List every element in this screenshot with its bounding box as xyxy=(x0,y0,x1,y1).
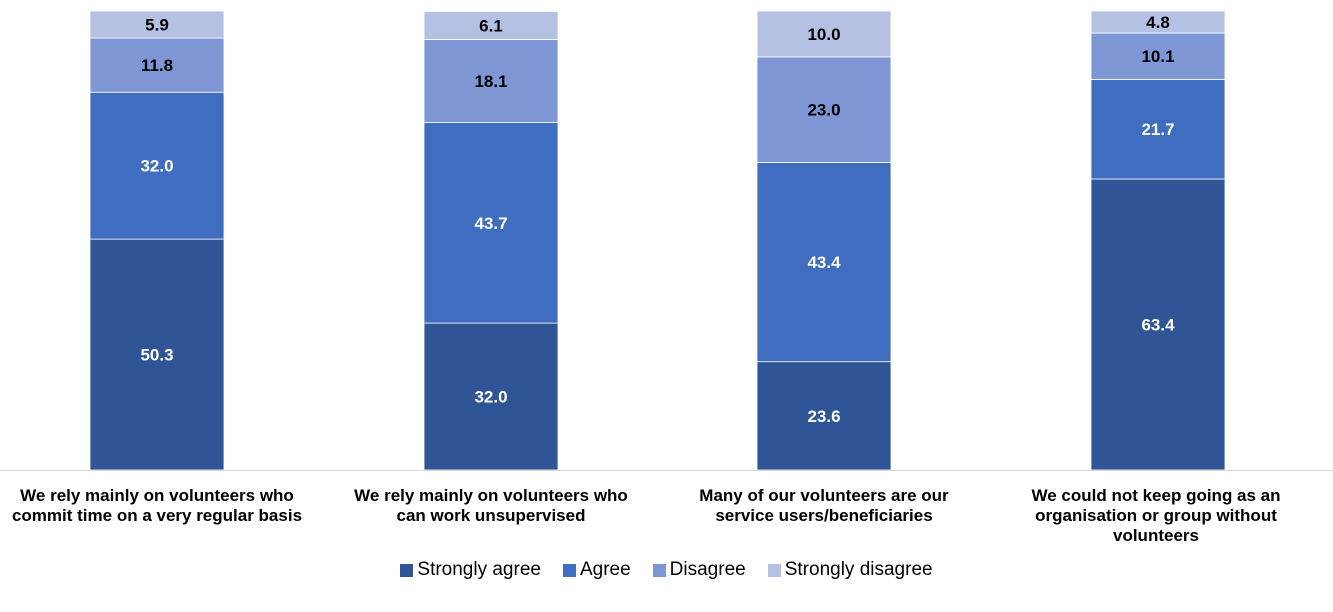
bar-segment-1-strongly-disagree xyxy=(89,10,225,39)
bar-segment-3-strongly-disagree xyxy=(756,10,892,58)
data-label-4-strongly-agree: 63.4 xyxy=(1141,315,1175,334)
legend-item-strongly-disagree: Strongly disagree xyxy=(767,559,933,581)
bar-segment-4-strongly-disagree xyxy=(1090,10,1226,34)
legend: Strongly agree Agree Disagree Strongly d… xyxy=(0,559,1333,581)
data-label-1-strongly-disagree: 5.9 xyxy=(145,16,169,35)
data-label-1-disagree: 11.8 xyxy=(141,56,173,75)
legend-label-strongly-agree: Strongly agree xyxy=(417,559,541,580)
bar-segment-3-disagree xyxy=(756,56,892,163)
bar-segment-1-strongly-agree xyxy=(89,238,225,471)
bars-group: 50.3 32.0 11.8 5.9 32.0 43.7 18.1 6.1 23.6 43.4 23… xyxy=(89,10,1226,471)
legend-label-agree: Agree xyxy=(579,559,631,580)
legend-swatch-agree xyxy=(562,563,576,577)
legend-swatch-disagree xyxy=(652,563,666,577)
data-label-3-strongly-agree: 23.6 xyxy=(807,407,840,426)
data-label-4-strongly-disagree: 4.8 xyxy=(1146,13,1170,32)
data-label-4-agree: 21.7 xyxy=(1141,120,1174,139)
data-label-2-agree: 43.7 xyxy=(474,214,507,233)
data-label-2-disagree: 18.1 xyxy=(474,72,507,91)
bar-segment-4-strongly-agree xyxy=(1090,178,1226,471)
bar-segment-2-disagree xyxy=(423,39,559,123)
data-label-1-strongly-agree: 50.3 xyxy=(140,346,173,365)
category-label-3: Many of our volunteers are our service u… xyxy=(699,486,949,525)
legend-item-strongly-agree: Strongly agree xyxy=(400,559,541,581)
stacked-bar-chart: 50.3 32.0 11.8 5.9 32.0 43.7 18.1 6.1 23.6 43.4 23… xyxy=(0,10,1333,471)
category-label-1: We rely mainly on volunteers who commit … xyxy=(11,486,303,525)
bar-segment-2-agree xyxy=(423,122,559,324)
category-label-2: We rely mainly on volunteers who can wor… xyxy=(354,486,628,525)
bar-segment-4-disagree xyxy=(1090,32,1226,80)
legend-label-strongly-disagree: Strongly disagree xyxy=(784,559,933,580)
data-label-3-agree: 43.4 xyxy=(807,253,841,272)
bar-segment-3-agree xyxy=(756,162,892,363)
data-label-2-strongly-agree: 32.0 xyxy=(474,388,507,407)
data-label-2-strongly-disagree: 6.1 xyxy=(479,16,503,35)
legend-item-disagree: Disagree xyxy=(652,559,746,581)
bar-segment-2-strongly-agree xyxy=(423,322,559,471)
data-label-4-disagree: 10.1 xyxy=(1141,47,1174,66)
data-label-3-disagree: 23.0 xyxy=(807,101,840,120)
data-label-1-agree: 32.0 xyxy=(140,157,173,176)
bar-segment-1-agree xyxy=(89,91,225,240)
legend-swatch-strongly-agree xyxy=(400,563,414,577)
legend-label-disagree: Disagree xyxy=(669,559,746,580)
data-label-3-strongly-disagree: 10.0 xyxy=(807,25,840,44)
category-label-4: We could not keep going as an organisati… xyxy=(1031,486,1281,545)
bar-segment-2-strongly-disagree xyxy=(423,11,559,40)
legend-swatch-strongly-disagree xyxy=(767,563,781,577)
legend-item-agree: Agree xyxy=(562,559,631,581)
